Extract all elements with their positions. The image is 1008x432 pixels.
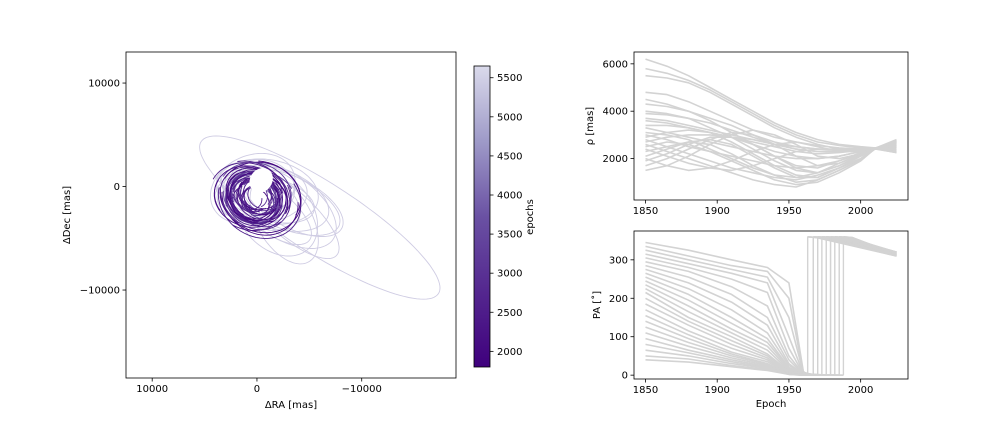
orbit-panel: 10000 0 −10000 10000 0 −10000 ΔRA [mas] ΔDec … (62, 51, 457, 411)
orbit-arc (232, 160, 288, 231)
orbit-arc (250, 181, 277, 216)
pa-ylabel: PA [˚] (591, 291, 603, 319)
orbit-arc (235, 186, 263, 211)
colorbar-ticks: 2000 2500 3000 3500 4000 4500 5000 5500 (490, 73, 522, 358)
pa-axes-frame (633, 230, 909, 380)
pa-xtick-label: 1950 (776, 385, 801, 396)
pa-series-line (645, 268, 840, 376)
rho-xtick-label: 1850 (633, 206, 658, 217)
pa-xtick-label: 1900 (704, 385, 729, 396)
pa-ytick-label: 200 (609, 294, 628, 305)
orbit-axes-frame (125, 51, 457, 379)
orbit-center-gap (249, 167, 273, 193)
orbit-ellipse (224, 174, 315, 224)
colorbar-label: epochs (525, 199, 536, 235)
orbit-ellipse (216, 161, 330, 232)
orbit-ytick-label: 10000 (88, 79, 120, 90)
rho-xtick-label: 1900 (704, 206, 729, 217)
pa-series-line (645, 359, 840, 377)
orbit-arc (222, 190, 279, 224)
orbit-xlabel: ΔRA [mas] (265, 400, 317, 411)
rho-axes-frame (633, 51, 909, 201)
rho-series-line (645, 129, 897, 160)
colorbar-tick-label: 2500 (497, 308, 522, 319)
rho-xtick-label: 1950 (776, 206, 801, 217)
colorbar-tick-label: 3000 (497, 269, 522, 280)
rho-plot-area (645, 58, 897, 188)
rho-series-line (645, 117, 897, 150)
colorbar-tick-label: 2000 (497, 347, 522, 358)
pa-ytick-label: 300 (609, 255, 628, 266)
orbit-ytick-label: −10000 (80, 286, 120, 297)
pa-xtick-label: 1850 (633, 385, 658, 396)
rho-series-line (645, 131, 897, 179)
orbit-arc (217, 183, 302, 239)
rho-ytick-label: 4000 (603, 107, 628, 118)
pa-series-wrap (839, 236, 897, 253)
rho-series-line (645, 58, 897, 150)
rho-ytick-label: 2000 (603, 154, 628, 165)
orbit-xtick-label: 10000 (136, 384, 168, 395)
rho-series-line (645, 98, 897, 169)
orbit-ellipse (229, 161, 337, 249)
pa-xlabel: Epoch (756, 399, 787, 410)
colorbar-tick-label: 4500 (497, 151, 522, 162)
orbit-ylabel: ΔDec [mas] (62, 186, 73, 244)
orbit-ellipse (199, 135, 441, 300)
orbit-arc (226, 178, 282, 224)
colorbar-tick-label: 5000 (497, 112, 522, 123)
pa-ytick-label: 0 (622, 371, 628, 382)
rho-xtick-label: 2000 (848, 206, 873, 217)
orbit-xtick-label: −10000 (342, 384, 382, 395)
rho-series-line (645, 67, 897, 150)
pa-ytick-label: 100 (609, 332, 628, 343)
rho-series-line (645, 124, 897, 179)
rho-ytick-label: 6000 (603, 59, 628, 70)
pa-ticks: 1850 1900 1950 2000 0 100 200 300 (609, 255, 873, 396)
colorbar-tick-label: 3500 (497, 230, 522, 241)
orbit-arc (212, 162, 291, 213)
colorbar: 2000 2500 3000 3500 4000 4500 5000 5500 epochs (473, 65, 536, 368)
pa-series-line (645, 241, 809, 376)
colorbar-gradient (473, 65, 491, 368)
rho-ticks: 1850 1900 1950 2000 2000 4000 6000 (603, 59, 874, 217)
orbit-ticks: 10000 0 −10000 10000 0 −10000 (80, 79, 382, 395)
rho-series-line (645, 110, 897, 174)
colorbar-tick-label: 4000 (497, 191, 522, 202)
orbit-ellipse (243, 169, 344, 237)
orbit-ytick-label: 0 (114, 182, 120, 193)
orbit-xtick-label: 0 (254, 384, 260, 395)
rho-ylabel: ρ [mas] (585, 107, 596, 146)
rho-panel: 1850 1900 1950 2000 2000 4000 6000 ρ [mas] (585, 51, 909, 217)
pa-plot-area (645, 236, 897, 377)
colorbar-tick-label: 5500 (497, 73, 522, 84)
rho-series-line (645, 138, 897, 179)
orbit-arc (243, 187, 274, 215)
orbit-arc (237, 177, 267, 211)
pa-panel: 1850 1900 1950 2000 0 100 200 300 Epoch PA [˚] (591, 230, 909, 410)
pa-xtick-label: 2000 (848, 385, 873, 396)
orbit-plot-area (199, 135, 441, 300)
